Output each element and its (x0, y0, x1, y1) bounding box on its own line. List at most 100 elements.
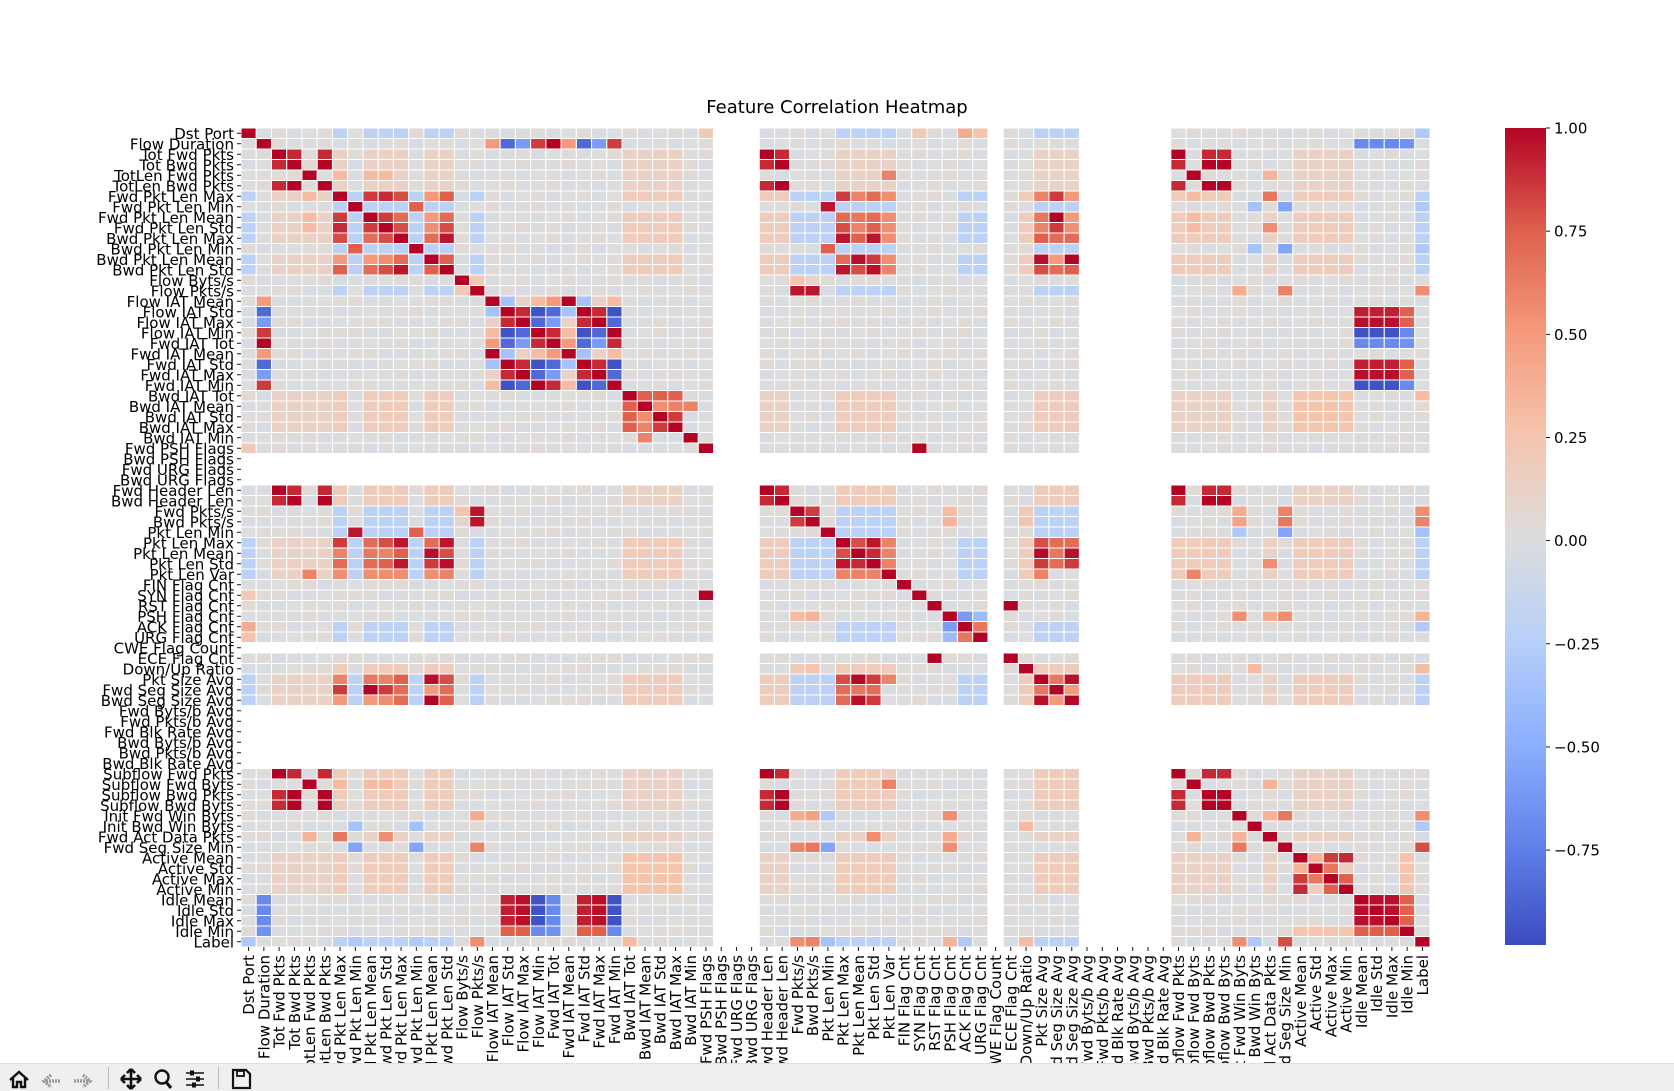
heatmap-cell (499, 904, 516, 916)
configure-subplots-button[interactable] (182, 1066, 208, 1091)
heatmap-cell (758, 327, 776, 339)
heatmap-cell (484, 411, 501, 423)
heatmap-cell (438, 778, 455, 790)
heatmap-cell (1002, 589, 1019, 601)
heatmap-cell (1200, 568, 1218, 580)
heatmap-cell (255, 768, 272, 780)
heatmap-cell (301, 327, 318, 339)
heatmap-cell (1200, 831, 1218, 843)
heatmap-cell (377, 138, 394, 150)
heatmap-cell (850, 358, 867, 370)
heatmap-cell (255, 894, 272, 906)
heatmap-cell (880, 138, 897, 150)
heatmap-cell (255, 442, 272, 454)
heatmap-cell (652, 904, 669, 916)
heatmap-cell (697, 222, 715, 234)
heatmap-cell (270, 180, 288, 192)
heatmap-cell (347, 400, 364, 412)
heatmap-cell (392, 841, 410, 853)
heatmap-cell (819, 852, 837, 864)
heatmap-cell (1017, 222, 1035, 234)
heatmap-cell (880, 127, 897, 139)
heatmap-cell (941, 820, 958, 832)
heatmap-cell (1277, 505, 1294, 517)
heatmap-cell (499, 558, 516, 570)
heatmap-cell (972, 138, 989, 150)
heatmap-cell (926, 442, 943, 454)
heatmap-cell (1246, 673, 1263, 685)
x-tick-label: Subflow Fwd Byts (1185, 955, 1203, 1063)
heatmap-cell (956, 295, 974, 307)
heatmap-cell (484, 190, 501, 202)
heatmap-cell (255, 505, 272, 517)
heatmap-cell (347, 421, 364, 433)
heatmap-cell (667, 495, 684, 507)
home-button[interactable] (6, 1066, 32, 1091)
heatmap-cell (1170, 558, 1187, 570)
heatmap-cell (774, 925, 791, 937)
heatmap-cell (270, 316, 288, 328)
heatmap-cell (1292, 516, 1309, 528)
heatmap-cell (1048, 264, 1065, 276)
heatmap-cell (1277, 789, 1294, 801)
heatmap-cell (804, 232, 821, 244)
heatmap-cell (1185, 148, 1202, 160)
heatmap-cell (1383, 894, 1401, 906)
heatmap-cell (895, 600, 913, 612)
heatmap-cell (362, 873, 379, 885)
heatmap-cell (850, 180, 867, 192)
heatmap-cell (1292, 264, 1309, 276)
heatmap-cell (469, 810, 486, 822)
heatmap-cell (575, 274, 593, 286)
heatmap-cell (316, 547, 333, 559)
heatmap-cell (956, 558, 974, 570)
heatmap-cell (1399, 831, 1416, 843)
heatmap-cell (1246, 222, 1263, 234)
heatmap-cell (499, 400, 516, 412)
heatmap-cell (408, 621, 425, 633)
heatmap-cell (682, 852, 699, 864)
colorbar-tick-label: −0.75 (1554, 842, 1600, 860)
heatmap-cell (286, 673, 303, 685)
heatmap-cell (316, 432, 333, 444)
heatmap-cell (362, 201, 379, 213)
y-tick-label: Bwd URG Flags (120, 471, 234, 489)
heatmap-cell (270, 379, 288, 391)
heatmap-cell (286, 180, 303, 192)
heatmap-cell (1017, 421, 1035, 433)
heatmap-cell (1322, 516, 1340, 528)
heatmap-cell (270, 264, 288, 276)
save-button[interactable] (228, 1066, 254, 1091)
heatmap-cell (606, 421, 623, 433)
heatmap-cell (835, 547, 852, 559)
heatmap-cell (1216, 589, 1233, 601)
heatmap-cell (835, 831, 852, 843)
heatmap-cell (1216, 379, 1233, 391)
heatmap-cell (1033, 936, 1050, 948)
heatmap-cell (880, 432, 897, 444)
heatmap-cell (331, 904, 349, 916)
heatmap-cell (819, 327, 837, 339)
forward-button[interactable] (70, 1066, 96, 1091)
heatmap-cell (941, 768, 958, 780)
heatmap-cell (1292, 190, 1309, 202)
heatmap-cell (331, 568, 349, 580)
y-tick-label: ECE Flag Cnt (138, 650, 234, 668)
heatmap-cell (972, 232, 989, 244)
pan-button[interactable] (118, 1066, 144, 1091)
heatmap-cell (1368, 306, 1385, 318)
heatmap-cell (1200, 316, 1218, 328)
heatmap-cell (865, 526, 882, 538)
back-button[interactable] (38, 1066, 64, 1091)
heatmap-cell (1414, 547, 1431, 559)
heatmap-cell (1383, 925, 1401, 937)
heatmap-cell (972, 253, 989, 265)
heatmap-cell (636, 232, 654, 244)
zoom-button[interactable] (150, 1066, 176, 1091)
heatmap-cell (255, 589, 272, 601)
heatmap-cell (956, 138, 974, 150)
heatmap-cell (362, 274, 379, 286)
heatmap-cell (636, 442, 654, 454)
heatmap-cell (1231, 264, 1248, 276)
heatmap-cell (819, 201, 837, 213)
